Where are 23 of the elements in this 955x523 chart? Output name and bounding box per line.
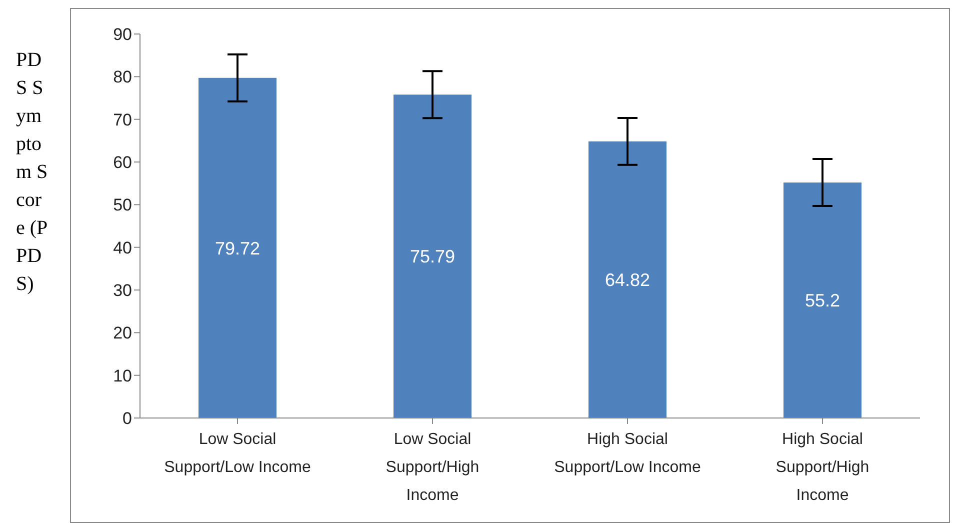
bar — [588, 141, 666, 418]
data-label: 79.72 — [214, 238, 260, 258]
data-label: 75.79 — [410, 246, 456, 267]
data-label: 55.2 — [804, 290, 840, 311]
y-tick-label: 50 — [113, 196, 132, 215]
y-tick-label: 30 — [113, 281, 132, 300]
y-tick-label: 40 — [113, 238, 132, 258]
y-tick-label: 70 — [113, 110, 132, 130]
y-tick-label: 90 — [113, 25, 132, 44]
y-tick-label: 80 — [113, 68, 132, 87]
y-tick-label: 10 — [113, 366, 132, 386]
x-tick-label: High Social Support/High Income — [776, 431, 870, 504]
y-tick-label: 20 — [113, 324, 132, 343]
y-tick-label: 0 — [122, 409, 132, 428]
x-tick-label: Low Social Support/High Income — [386, 431, 480, 504]
data-label: 64.82 — [604, 270, 650, 290]
bar — [784, 182, 862, 418]
x-tick-label: Low Social Support/Low Income — [164, 431, 311, 476]
text: PDS Symptom Score (PPDS) — [16, 49, 48, 295]
x-tick-label: High Social Support/Low Income — [554, 431, 701, 476]
y-tick-label: 60 — [113, 153, 132, 172]
bar — [198, 78, 276, 418]
bar — [394, 94, 472, 418]
